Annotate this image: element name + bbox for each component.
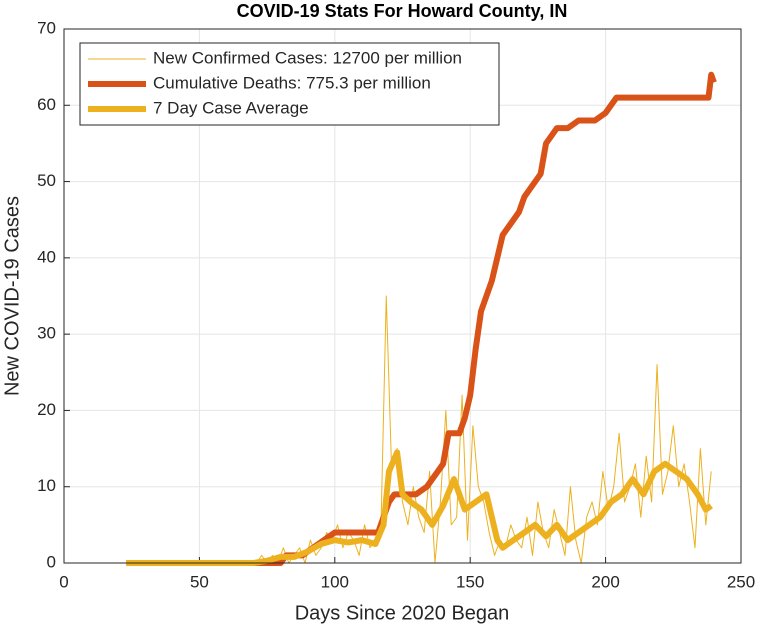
chart-title: COVID-19 Stats For Howard County, IN — [237, 1, 568, 21]
axes-box — [63, 28, 742, 564]
series-line — [126, 449, 713, 566]
x-tick-label: 0 — [59, 572, 68, 591]
y-tick-label: 10 — [37, 476, 56, 495]
x-tick-label: 100 — [321, 572, 349, 591]
y-tick-label: 0 — [47, 552, 56, 571]
y-axis-label: New COVID-19 Cases — [1, 196, 23, 396]
y-tick-label: 40 — [37, 247, 56, 266]
legend-box — [79, 42, 500, 126]
y-tick-label: 50 — [37, 171, 56, 190]
x-tick-label: 50 — [190, 572, 209, 591]
x-tick-label: 200 — [591, 572, 619, 591]
y-tick-label: 20 — [37, 400, 56, 419]
x-tick-label: 250 — [727, 572, 755, 591]
legend-label: New Confirmed Cases: 12700 per million — [153, 48, 462, 67]
legend-label: Cumulative Deaths: 775.3 per million — [153, 73, 431, 92]
y-tick-label: 30 — [37, 324, 56, 343]
y-tick-label: 60 — [37, 95, 56, 114]
legend-label: 7 Day Case Average — [153, 98, 309, 117]
y-tick-label: 70 — [37, 18, 56, 37]
x-axis-label: Days Since 2020 Began — [295, 602, 510, 624]
x-tick-label: 150 — [456, 572, 484, 591]
